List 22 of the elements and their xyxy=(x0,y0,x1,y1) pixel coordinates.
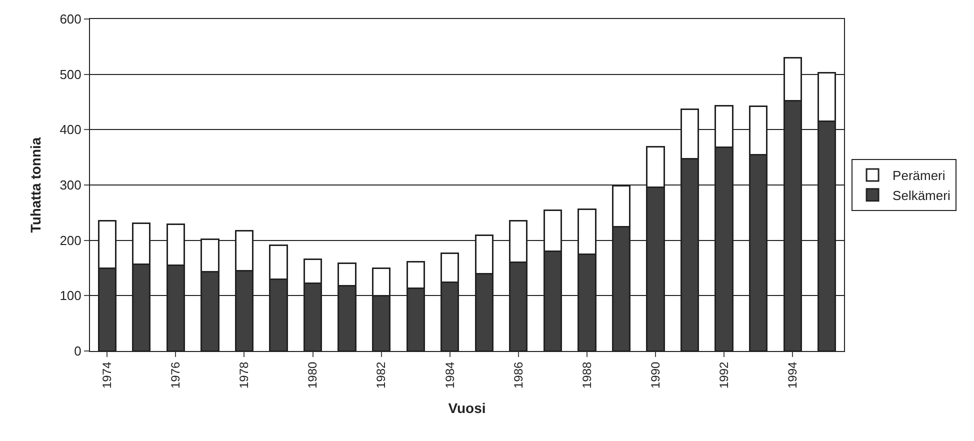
x-tick-label: 1974 xyxy=(100,361,114,389)
x-tick-label: 1984 xyxy=(442,361,457,389)
x-tick-label: 1978 xyxy=(237,361,252,389)
x-tick-label: 1986 xyxy=(511,361,526,389)
legend-label: Selkämeri xyxy=(892,188,950,203)
x-tick-label: 1980 xyxy=(306,361,320,389)
x-tick-label: 1976 xyxy=(168,361,183,389)
x-tick-label: 1994 xyxy=(785,361,800,389)
y-tick-label: 400 xyxy=(60,122,82,138)
x-axis-title: Vuosi xyxy=(448,400,486,416)
y-tick-label: 0 xyxy=(74,344,82,359)
x-tick-label: 1992 xyxy=(716,361,731,389)
y-tick-label: 100 xyxy=(60,288,82,304)
x-tick-label: 1982 xyxy=(374,361,388,389)
y-tick-label: 500 xyxy=(60,66,82,82)
x-tick-label: 1990 xyxy=(648,361,662,389)
y-tick-label: 600 xyxy=(60,12,82,27)
legend-label: Perämeri xyxy=(892,168,946,184)
y-tick-label: 200 xyxy=(60,232,82,248)
y-axis-title: Tuhatta tonnia xyxy=(27,137,44,233)
y-tick-label: 300 xyxy=(60,178,82,193)
x-tick-label: 1988 xyxy=(580,361,594,389)
